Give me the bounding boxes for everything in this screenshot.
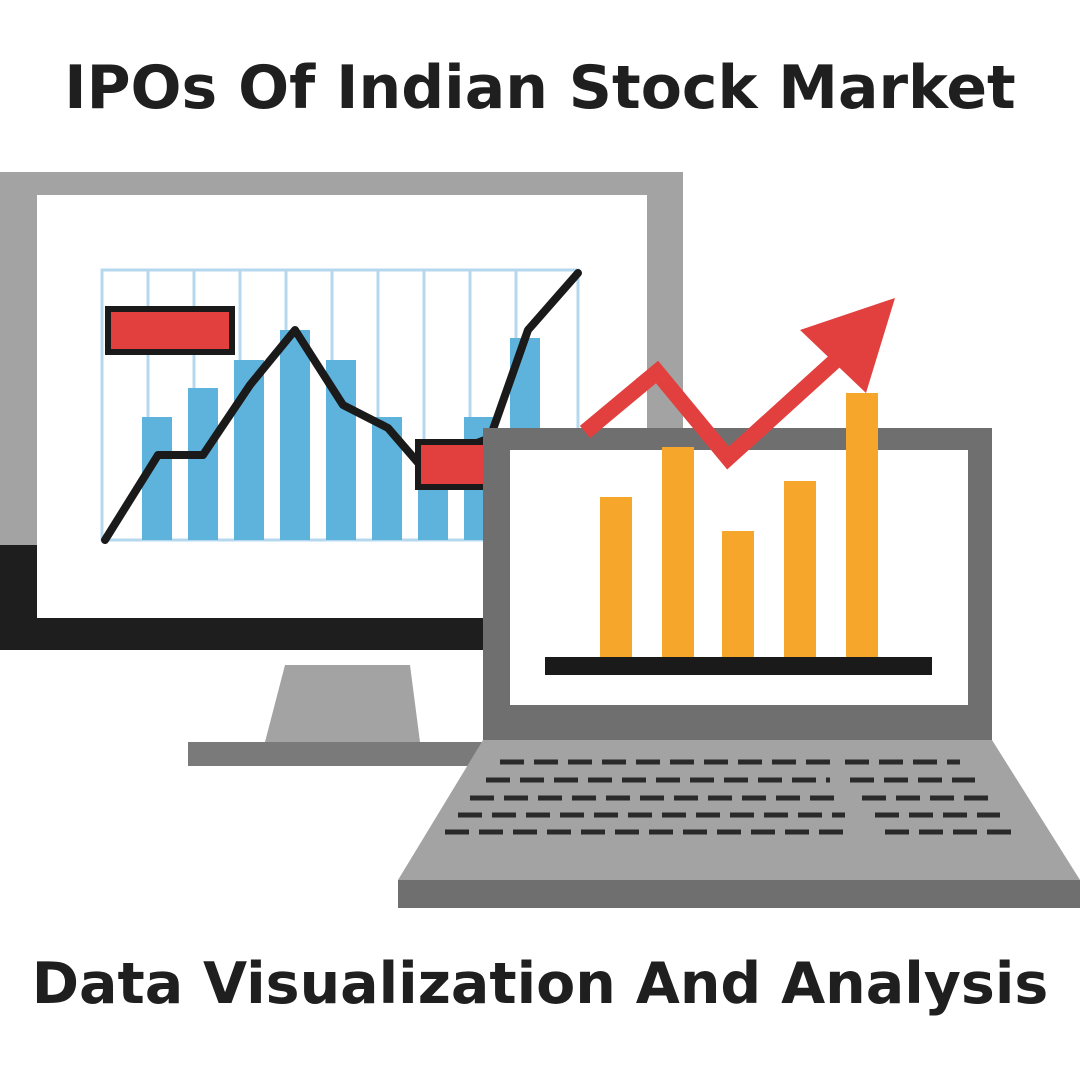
subtitle: Data Visualization And Analysis bbox=[32, 951, 1049, 1017]
laptop bbox=[398, 298, 1080, 908]
title: IPOs Of Indian Stock Market bbox=[64, 53, 1015, 123]
